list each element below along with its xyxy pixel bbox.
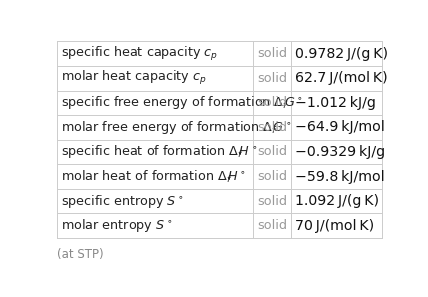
Text: molar heat of formation $\Delta_f\!H^\circ$: molar heat of formation $\Delta_f\!H^\ci… [61,168,246,185]
Text: −0.9329 kJ/g: −0.9329 kJ/g [295,145,385,159]
Text: solid: solid [257,121,287,134]
Text: solid: solid [257,170,287,183]
Text: molar entropy $S^\circ$: molar entropy $S^\circ$ [61,217,172,234]
Text: 0.9782 J/(g K): 0.9782 J/(g K) [295,47,388,61]
Text: solid: solid [257,146,287,159]
Text: solid: solid [257,195,287,208]
Text: solid: solid [257,72,287,85]
Text: specific entropy $S^\circ$: specific entropy $S^\circ$ [61,193,184,210]
Text: solid: solid [257,47,287,60]
Text: −59.8 kJ/mol: −59.8 kJ/mol [295,170,384,184]
Text: 62.7 J/(mol K): 62.7 J/(mol K) [295,71,387,85]
Text: −64.9 kJ/mol: −64.9 kJ/mol [295,120,385,135]
Text: molar heat capacity $c_p$: molar heat capacity $c_p$ [61,69,207,87]
Text: 1.092 J/(g K): 1.092 J/(g K) [295,194,379,208]
Text: molar free energy of formation $\Delta_f\!G^\circ$: molar free energy of formation $\Delta_f… [61,119,291,136]
Text: solid: solid [257,219,287,232]
Text: (at STP): (at STP) [57,247,104,260]
Text: −1.012 kJ/g: −1.012 kJ/g [295,96,376,110]
Text: specific heat of formation $\Delta_f\!H^\circ$: specific heat of formation $\Delta_f\!H^… [61,143,257,160]
Text: solid: solid [257,96,287,109]
Text: specific heat capacity $c_p$: specific heat capacity $c_p$ [61,45,218,63]
Text: 70 J/(mol K): 70 J/(mol K) [295,219,374,233]
Text: specific free energy of formation $\Delta_f\!G^\circ$: specific free energy of formation $\Delt… [61,94,303,111]
